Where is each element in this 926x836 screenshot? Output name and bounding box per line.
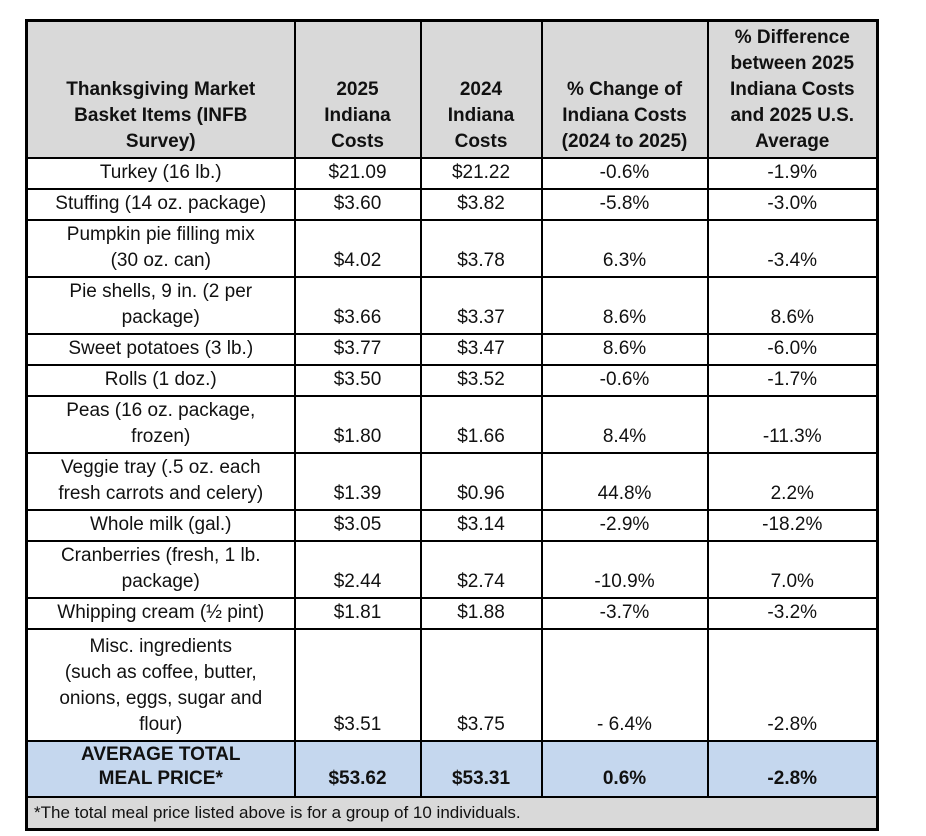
item-cell: Whipping cream (½ pint): [25, 597, 296, 630]
total-pct-change-cell: 0.6%: [540, 740, 709, 798]
header-cell-pct-diff-us: % Difference between 2025 Indiana Costs …: [706, 19, 879, 159]
table-header: Thanksgiving Market Basket Items (INFB S…: [25, 19, 879, 159]
value-cell: 8.6%: [540, 276, 709, 335]
value-cell: $3.05: [293, 509, 422, 542]
item-cell: Misc. ingredients (such as coffee, butte…: [25, 628, 296, 742]
item-cell: Turkey (16 lb.): [25, 157, 296, 190]
table-row: Turkey (16 lb.) $21.09 $21.22 -0.6% -1.9%: [25, 157, 879, 190]
footnote-text: *The total meal price listed above is fo…: [25, 796, 879, 831]
value-cell: -18.2%: [706, 509, 879, 542]
table-row: Pie shells, 9 in. (2 per package) $3.66 $3…: [25, 276, 879, 335]
table-row: Rolls (1 doz.) $3.50 $3.52 -0.6% -1.7%: [25, 364, 879, 397]
value-cell: 2.2%: [706, 452, 879, 511]
value-cell: 7.0%: [706, 540, 879, 599]
header-row: Thanksgiving Market Basket Items (INFB S…: [25, 19, 879, 159]
header-cell-2024-costs: 2024 Indiana Costs: [419, 19, 543, 159]
header-cell-2025-costs: 2025 Indiana Costs: [293, 19, 422, 159]
value-cell: $1.81: [293, 597, 422, 630]
value-cell: - 6.4%: [540, 628, 709, 742]
table-row: Peas (16 oz. package, frozen) $1.80 $1.66 8…: [25, 395, 879, 454]
value-cell: $3.77: [293, 333, 422, 366]
value-cell: $2.74: [419, 540, 543, 599]
value-cell: -11.3%: [706, 395, 879, 454]
value-cell: $3.78: [419, 219, 543, 278]
value-cell: $3.50: [293, 364, 422, 397]
average-total-row: AVERAGE TOTAL MEAL PRICE* $53.62 $53.31 …: [25, 740, 879, 798]
value-cell: -0.6%: [540, 157, 709, 190]
value-cell: $3.66: [293, 276, 422, 335]
item-cell: Peas (16 oz. package, frozen): [25, 395, 296, 454]
table-row: Cranberries (fresh, 1 lb. package) $2.44 $…: [25, 540, 879, 599]
value-cell: $0.96: [419, 452, 543, 511]
value-cell: $1.80: [293, 395, 422, 454]
value-cell: 6.3%: [540, 219, 709, 278]
item-cell: Rolls (1 doz.): [25, 364, 296, 397]
item-cell: Whole milk (gal.): [25, 509, 296, 542]
value-cell: $3.52: [419, 364, 543, 397]
value-cell: $2.44: [293, 540, 422, 599]
value-cell: $3.60: [293, 188, 422, 221]
value-cell: -3.0%: [706, 188, 879, 221]
total-label-cell: AVERAGE TOTAL MEAL PRICE*: [25, 740, 296, 798]
table-row: Pumpkin pie filling mix (30 oz. can) $4.0…: [25, 219, 879, 278]
value-cell: -3.7%: [540, 597, 709, 630]
market-basket-table: Thanksgiving Market Basket Items (INFB S…: [25, 19, 879, 831]
item-cell: Cranberries (fresh, 1 lb. package): [25, 540, 296, 599]
header-cell-pct-change: % Change of Indiana Costs (2024 to 2025): [540, 19, 709, 159]
value-cell: -6.0%: [706, 333, 879, 366]
value-cell: 8.4%: [540, 395, 709, 454]
value-cell: $3.14: [419, 509, 543, 542]
value-cell: $3.75: [419, 628, 543, 742]
total-pct-diff-cell: -2.8%: [706, 740, 879, 798]
table-row: Stuffing (14 oz. package) $3.60 $3.82 -5.8%…: [25, 188, 879, 221]
item-cell: Veggie tray (.5 oz. each fresh carrots a…: [25, 452, 296, 511]
value-cell: -2.8%: [706, 628, 879, 742]
value-cell: $4.02: [293, 219, 422, 278]
value-cell: -5.8%: [540, 188, 709, 221]
value-cell: -3.4%: [706, 219, 879, 278]
value-cell: $3.47: [419, 333, 543, 366]
item-cell: Pumpkin pie filling mix (30 oz. can): [25, 219, 296, 278]
value-cell: 44.8%: [540, 452, 709, 511]
value-cell: -10.9%: [540, 540, 709, 599]
value-cell: $21.09: [293, 157, 422, 190]
value-cell: $3.82: [419, 188, 543, 221]
table-row: Sweet potatoes (3 lb.) $3.77 $3.47 8.6% -6.0…: [25, 333, 879, 366]
total-2025-cell: $53.62: [293, 740, 422, 798]
value-cell: -1.9%: [706, 157, 879, 190]
item-cell: Stuffing (14 oz. package): [25, 188, 296, 221]
table-row: Misc. ingredients (such as coffee, butte…: [25, 628, 879, 742]
table-row: Whole milk (gal.) $3.05 $3.14 -2.9% -18.2%: [25, 509, 879, 542]
value-cell: $21.22: [419, 157, 543, 190]
value-cell: -0.6%: [540, 364, 709, 397]
total-2024-cell: $53.31: [419, 740, 543, 798]
value-cell: $1.39: [293, 452, 422, 511]
table-footer: *The total meal price listed above is fo…: [25, 796, 879, 831]
item-cell: Pie shells, 9 in. (2 per package): [25, 276, 296, 335]
table-body: Turkey (16 lb.) $21.09 $21.22 -0.6% -1.9% Stu…: [25, 157, 879, 798]
value-cell: -3.2%: [706, 597, 879, 630]
value-cell: $3.37: [419, 276, 543, 335]
table-row: Veggie tray (.5 oz. each fresh carrots a…: [25, 452, 879, 511]
header-cell-items: Thanksgiving Market Basket Items (INFB S…: [25, 19, 296, 159]
value-cell: -2.9%: [540, 509, 709, 542]
value-cell: 8.6%: [706, 276, 879, 335]
value-cell: $3.51: [293, 628, 422, 742]
value-cell: $1.88: [419, 597, 543, 630]
value-cell: -1.7%: [706, 364, 879, 397]
value-cell: $1.66: [419, 395, 543, 454]
market-basket-table-container: Thanksgiving Market Basket Items (INFB S…: [25, 19, 879, 831]
table-row: Whipping cream (½ pint) $1.81 $1.88 -3.7% -3…: [25, 597, 879, 630]
item-cell: Sweet potatoes (3 lb.): [25, 333, 296, 366]
value-cell: 8.6%: [540, 333, 709, 366]
footnote-row: *The total meal price listed above is fo…: [25, 796, 879, 831]
